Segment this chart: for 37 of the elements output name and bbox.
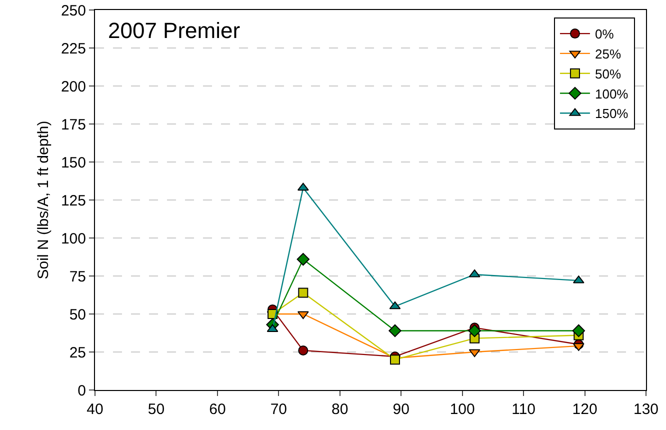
x-tick-label: 110 [512,401,536,418]
y-tick-label: 125 [60,192,86,210]
y-tick-label: 25 [69,344,86,362]
x-tick-label: 60 [209,401,226,418]
y-tick-label: 0 [78,382,86,400]
legend-label: 50% [594,66,622,82]
x-tick-label: 100 [450,401,475,418]
y-tick-label: 50 [69,306,86,324]
y-tick-label: 175 [60,116,86,134]
y-tick-label: 75 [69,268,86,286]
y-tick-label: 225 [60,40,86,58]
x-tick-label: 50 [148,401,165,418]
point [468,269,480,278]
y-tick-label: 150 [60,154,86,172]
x-tick-label: 80 [332,401,348,418]
point [388,324,402,338]
legend-label: 25% [594,46,622,62]
chart-title: 2007 Premier [108,18,240,43]
y-axis-title: Soil N (lbs/A, 1 ft depth) [35,120,52,280]
point [572,324,586,338]
x-tick-label: 130 [633,401,659,418]
point [468,324,481,338]
point [296,252,310,266]
x-tick-label: 120 [572,401,598,418]
y-tick-label: 200 [60,78,86,96]
x-tick-label: 90 [392,401,410,418]
legend-label: 0% [594,26,614,42]
point [389,301,401,310]
x-tick-label: 40 [86,401,104,418]
point [298,288,308,298]
legend-label: 100% [594,86,629,102]
y-tick-label: 100 [60,230,86,248]
point [297,182,309,191]
x-tick-label: 70 [270,401,288,418]
y-tick-label: 250 [60,2,86,20]
point [298,345,308,356]
legend-label: 150% [594,106,629,122]
